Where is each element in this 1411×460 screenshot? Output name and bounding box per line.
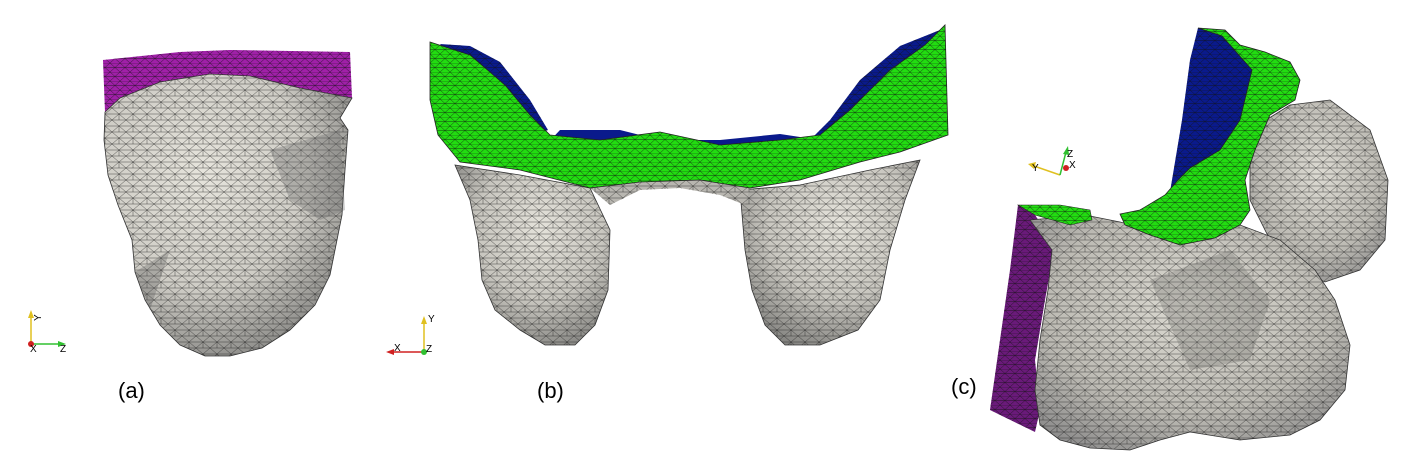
mesh-c [990, 27, 1389, 451]
axis-label-c-y: Y [1032, 163, 1039, 174]
axis-label-b-y: Y [428, 314, 435, 325]
mesh-a [103, 50, 353, 357]
mesh-b [429, 24, 949, 346]
panel-label-a: (a) [118, 378, 145, 403]
panel-c: Y Z X (c) [951, 27, 1389, 451]
axis-label-a-x: X [30, 344, 37, 355]
axis-label-c-x: X [1069, 160, 1076, 171]
axis-triad-c: Y Z X [1028, 146, 1076, 176]
axis-label-c-z: Z [1067, 149, 1073, 160]
panel-a: Y X Z (a) [28, 50, 353, 403]
axis-triad-b: Y X Z [386, 314, 435, 355]
panel-b: Y X Z (b) [386, 24, 949, 403]
axis-label-a-y: Y [33, 314, 44, 321]
axis-label-a-z: Z [60, 344, 66, 355]
panel-label-b: (b) [537, 378, 564, 403]
panel-label-c: (c) [951, 374, 977, 399]
axis-label-b-x: X [394, 343, 401, 354]
axis-label-b-z: Z [426, 344, 432, 355]
axis-triad-a: Y X Z [28, 310, 66, 355]
